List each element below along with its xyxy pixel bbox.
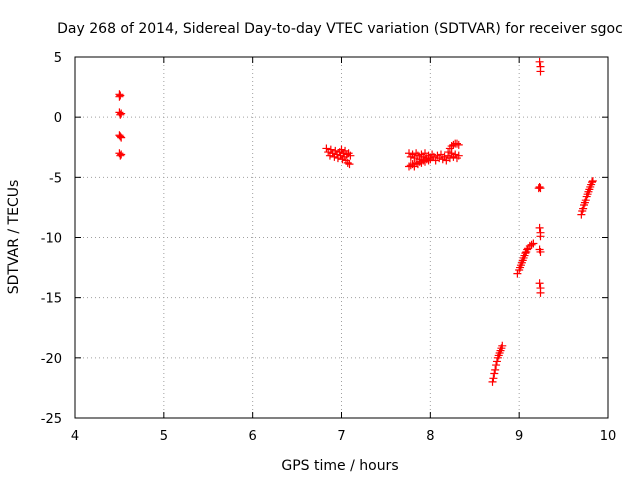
- data-point: [529, 239, 538, 248]
- data-point: [343, 158, 352, 167]
- data-point: [492, 361, 501, 370]
- data-point: [440, 152, 449, 161]
- data-point: [454, 151, 463, 160]
- x-axis-label: GPS time / hours: [281, 458, 398, 474]
- data-point: [345, 160, 354, 169]
- data-point: [447, 149, 456, 158]
- data-point: [116, 132, 125, 141]
- data-point: [117, 109, 126, 118]
- y-tick-label: -5: [49, 171, 62, 186]
- data-point: [489, 374, 498, 383]
- data-point: [116, 110, 125, 119]
- data-point: [491, 365, 500, 374]
- data-point: [444, 148, 453, 157]
- chart-title: Day 268 of 2014, Sidereal Day-to-day VTE…: [57, 21, 623, 37]
- x-tick-label: 6: [249, 429, 257, 444]
- y-tick-label: 0: [54, 111, 62, 126]
- data-point: [536, 184, 545, 193]
- data-point: [331, 146, 340, 155]
- data-point: [536, 288, 545, 297]
- data-points: [115, 57, 597, 386]
- data-point: [337, 145, 346, 154]
- x-tick-label: 7: [337, 429, 345, 444]
- data-point: [346, 151, 355, 160]
- x-tick-labels: 4 5 6 7 8 9 10: [71, 429, 616, 444]
- data-point: [115, 92, 124, 101]
- data-point: [452, 139, 461, 148]
- data-point: [408, 150, 417, 159]
- data-point: [326, 145, 335, 154]
- data-point: [406, 161, 415, 170]
- data-point: [445, 154, 454, 163]
- data-point: [422, 155, 431, 164]
- axis-ticks: [74, 56, 609, 419]
- data-point: [521, 249, 530, 258]
- data-point: [498, 341, 507, 350]
- data-point: [536, 67, 545, 76]
- data-point: [117, 150, 126, 159]
- y-tick-label: -25: [41, 412, 62, 427]
- grid: [75, 57, 608, 418]
- data-point: [588, 178, 597, 187]
- data-point: [536, 232, 545, 241]
- data-point: [451, 150, 460, 159]
- data-point: [588, 176, 597, 185]
- data-point: [535, 223, 544, 232]
- x-tick-label: 5: [160, 429, 168, 444]
- data-point: [535, 57, 544, 66]
- data-point: [527, 240, 536, 249]
- y-tick-label: -10: [41, 232, 62, 247]
- data-point: [116, 91, 125, 100]
- data-point: [426, 154, 435, 163]
- data-point: [490, 369, 499, 378]
- data-point: [536, 247, 545, 256]
- data-point: [535, 182, 544, 191]
- data-point: [117, 133, 126, 142]
- data-point: [405, 149, 414, 158]
- data-point: [454, 140, 463, 149]
- data-point: [581, 196, 590, 205]
- y-tick-label: 5: [54, 51, 62, 66]
- x-tick-label: 9: [515, 429, 523, 444]
- data-point: [322, 144, 331, 153]
- data-point: [429, 152, 438, 161]
- y-tick-label: -15: [41, 292, 62, 307]
- x-tick-label: 10: [600, 429, 617, 444]
- data-point: [577, 210, 586, 219]
- data-point: [116, 151, 125, 160]
- x-tick-label: 4: [71, 429, 79, 444]
- data-point: [579, 204, 588, 213]
- data-point: [492, 357, 501, 366]
- data-point: [435, 154, 444, 163]
- data-point: [535, 279, 544, 288]
- data-point: [342, 150, 351, 159]
- y-tick-labels: 5 0 -5 -10 -15 -20 -25: [41, 51, 62, 427]
- x-tick-label: 8: [426, 429, 434, 444]
- data-point: [513, 269, 522, 278]
- y-axis-label: SDTVAR / TECUs: [6, 180, 22, 295]
- data-point: [413, 151, 422, 160]
- data-point: [488, 377, 497, 386]
- y-tick-label: -20: [41, 352, 62, 367]
